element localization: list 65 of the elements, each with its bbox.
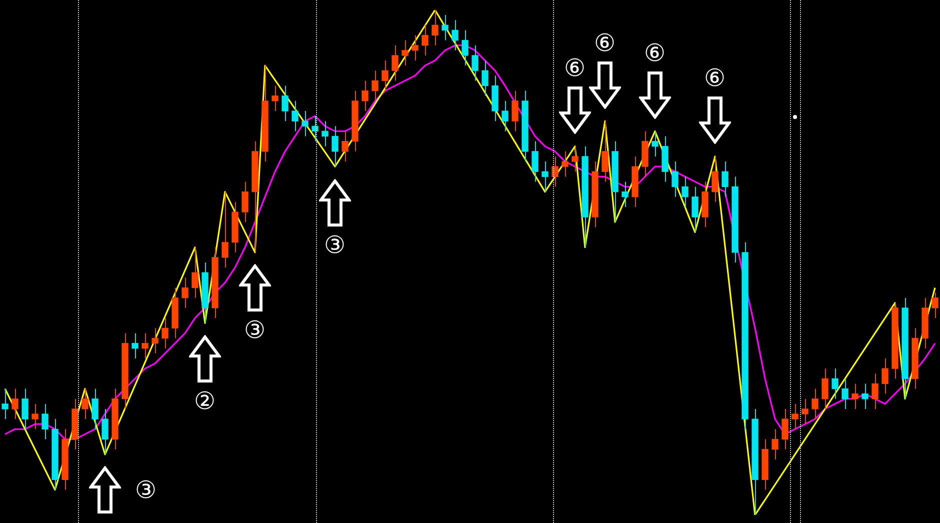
candlestick bbox=[642, 130, 648, 178]
candlestick bbox=[922, 297, 928, 349]
candlestick bbox=[732, 176, 738, 263]
candlestick bbox=[522, 90, 528, 162]
annotation: ③ bbox=[244, 316, 266, 344]
candlestick bbox=[742, 242, 748, 430]
candlestick bbox=[402, 40, 408, 66]
candlestick bbox=[62, 428, 68, 490]
candlestick bbox=[202, 262, 208, 324]
annotation: ⑥ bbox=[594, 29, 616, 58]
candlestick bbox=[462, 30, 468, 66]
candlestick bbox=[212, 246, 218, 319]
candlestick bbox=[102, 408, 108, 455]
candlestick bbox=[472, 44, 478, 82]
annotation: ② bbox=[194, 387, 216, 416]
candlestick bbox=[562, 150, 568, 178]
candlestick bbox=[22, 388, 28, 430]
candlestick bbox=[902, 297, 908, 400]
candlestick bbox=[282, 85, 288, 122]
candlestick bbox=[692, 186, 698, 233]
candlestick bbox=[92, 388, 98, 430]
candlestick bbox=[262, 65, 268, 162]
candlestick bbox=[592, 161, 598, 228]
candlestick bbox=[802, 398, 808, 425]
candlestick bbox=[122, 332, 128, 410]
candlestick bbox=[662, 136, 668, 182]
candlestick bbox=[752, 408, 758, 516]
candlestick bbox=[112, 388, 118, 450]
candlestick bbox=[812, 388, 818, 420]
candlestick bbox=[792, 403, 798, 430]
candlestick bbox=[12, 388, 18, 420]
annotation: ③ bbox=[135, 476, 157, 504]
candlestick bbox=[582, 146, 588, 248]
candlestick bbox=[292, 100, 298, 132]
candlestick bbox=[352, 90, 358, 152]
candlestick bbox=[572, 146, 578, 172]
candlestick bbox=[782, 408, 788, 450]
candlestick bbox=[222, 191, 228, 268]
candlestick bbox=[252, 140, 258, 253]
candlestick bbox=[512, 90, 518, 132]
candlestick bbox=[242, 181, 248, 223]
annotation: ⑥ bbox=[644, 39, 666, 68]
candlestick bbox=[42, 403, 48, 440]
candlestick bbox=[762, 438, 768, 490]
candlestick bbox=[532, 140, 538, 182]
candlestick bbox=[882, 358, 888, 394]
candlestick bbox=[232, 201, 238, 253]
annotation: ⑥ bbox=[704, 64, 726, 92]
candlestick bbox=[932, 292, 938, 319]
candlestick bbox=[2, 388, 8, 420]
candlestick bbox=[32, 403, 38, 430]
annotation: ⑥ bbox=[564, 54, 586, 82]
candlestick bbox=[502, 100, 508, 132]
candlestick bbox=[52, 418, 58, 490]
candlestick bbox=[602, 120, 608, 182]
candlestick bbox=[892, 302, 898, 380]
candlestick bbox=[632, 156, 638, 208]
candlestick bbox=[912, 328, 918, 390]
candlestick bbox=[172, 287, 178, 339]
annotation: ③ bbox=[324, 230, 346, 259]
candlestick bbox=[702, 181, 708, 228]
candlestick bbox=[612, 140, 618, 223]
candlestick bbox=[492, 75, 498, 122]
candlestick bbox=[82, 388, 88, 420]
candlestick bbox=[392, 44, 398, 82]
